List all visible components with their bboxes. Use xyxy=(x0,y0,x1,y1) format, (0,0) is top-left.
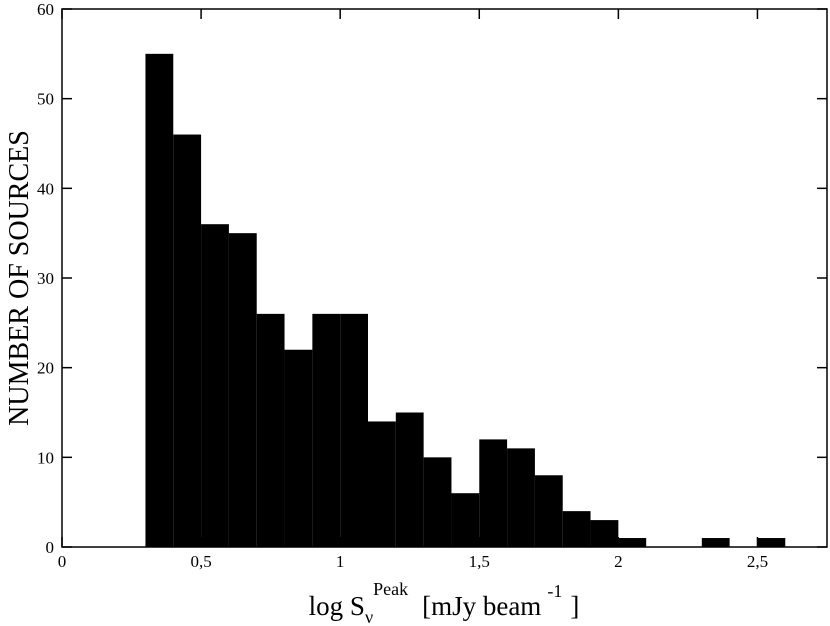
bar xyxy=(256,313,285,547)
bar xyxy=(507,448,535,547)
bar xyxy=(312,313,341,547)
x-label-unit: [mJy beam xyxy=(422,591,541,621)
y-tick-label: 60 xyxy=(37,0,54,19)
bar xyxy=(368,421,396,547)
x-label-main: log S xyxy=(309,591,365,621)
x-tick-label: 0 xyxy=(58,552,67,571)
bar xyxy=(201,224,229,547)
y-tick-label: 0 xyxy=(46,538,55,557)
y-axis-label: NUMBER OF SOURCES xyxy=(4,130,35,426)
x-label-unit-sup: -1 xyxy=(547,581,562,601)
x-label-sub: ν xyxy=(365,607,373,626)
x-axis-label: log SνPeak [mJy beam -1] xyxy=(309,579,580,626)
bar xyxy=(395,412,424,547)
x-tick-label: 1,5 xyxy=(469,552,490,571)
bar xyxy=(757,538,786,547)
x-tick-label: 2 xyxy=(614,552,623,571)
bar xyxy=(451,493,480,547)
x-tick-label: 0,5 xyxy=(190,552,211,571)
x-tick-label: 2,5 xyxy=(747,552,768,571)
bar xyxy=(145,53,174,547)
bar xyxy=(423,457,452,547)
x-label-sup: Peak xyxy=(373,579,408,599)
bar xyxy=(562,511,591,547)
bar xyxy=(173,134,202,548)
bar xyxy=(284,349,313,547)
x-tick-label: 1 xyxy=(336,552,345,571)
bar xyxy=(534,475,563,547)
bar xyxy=(618,538,647,547)
y-tick-label: 50 xyxy=(37,90,54,109)
y-tick-label: 30 xyxy=(37,269,54,288)
bar xyxy=(590,520,619,547)
x-label-close: ] xyxy=(570,591,579,621)
y-tick-label: 10 xyxy=(37,448,54,467)
bar xyxy=(701,538,730,547)
bar xyxy=(340,313,368,547)
bar xyxy=(228,233,257,547)
y-tick-label: 40 xyxy=(37,179,54,198)
bar xyxy=(479,439,508,547)
y-tick-label: 20 xyxy=(37,359,54,378)
